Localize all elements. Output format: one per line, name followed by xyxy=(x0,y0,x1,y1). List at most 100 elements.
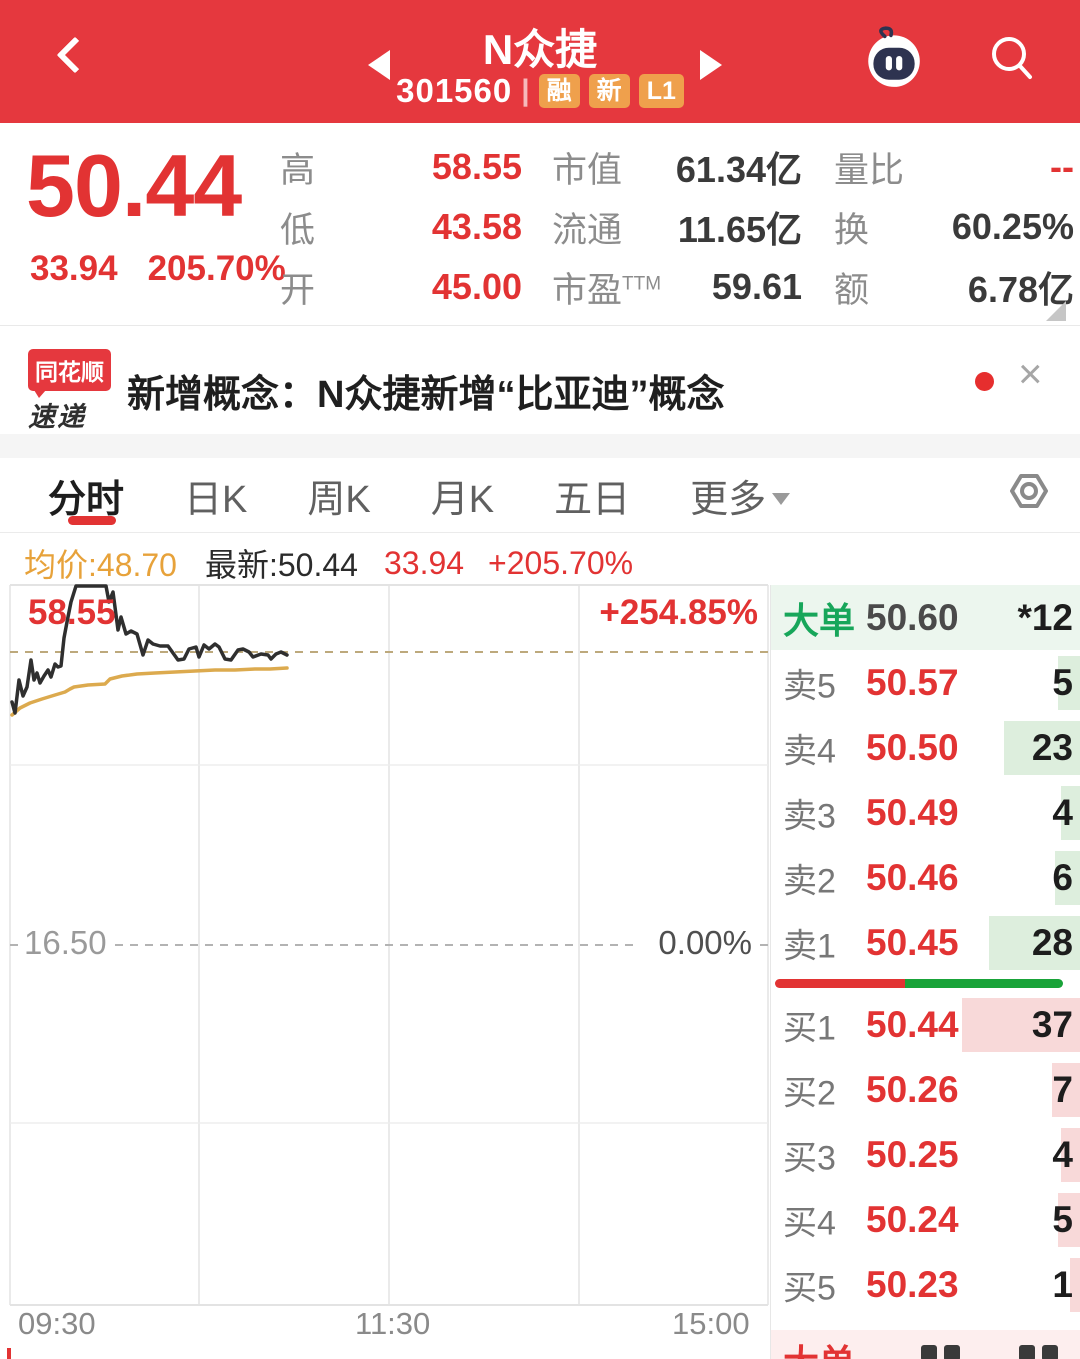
open-label: 开 xyxy=(280,270,316,310)
bid-row-3[interactable]: 买3 50.25 4 xyxy=(771,1122,1080,1187)
latest-price-text: 最新:50.44 xyxy=(204,547,358,583)
time-midday: 11:30 xyxy=(355,1306,431,1341)
partial-digit xyxy=(921,1345,937,1359)
tab-more[interactable]: 更多 xyxy=(690,468,791,523)
intraday-chart[interactable]: 58.55 +254.85% 16.50 0.00% xyxy=(0,580,770,1310)
high-label: 高 xyxy=(280,150,316,190)
bid2-label: 买2 xyxy=(783,1074,836,1112)
chart-high-percent: +254.85% xyxy=(599,593,758,632)
big-order-qty: *12 xyxy=(1017,596,1073,638)
tab-monthly-k[interactable]: 月K xyxy=(430,479,495,521)
low-value: 43.58 xyxy=(431,206,522,247)
tab-daily-k[interactable]: 日K xyxy=(184,479,248,521)
high-value: 58.55 xyxy=(431,146,522,187)
ask2-qty: 6 xyxy=(1052,856,1073,898)
bid5-volume-bar xyxy=(1070,1257,1080,1312)
bid3-price: 50.25 xyxy=(866,1133,959,1175)
ask5-price: 50.57 xyxy=(866,661,959,703)
low-label: 低 xyxy=(280,210,316,250)
partial-digit xyxy=(1019,1345,1035,1359)
ask1-label: 卖1 xyxy=(783,927,836,965)
badge-margin: 融 xyxy=(538,74,580,108)
stock-title: N众捷 xyxy=(482,26,598,73)
divider: | xyxy=(521,74,530,107)
chart-tab-bar: 分时 日K 周K 月K 五日 更多 xyxy=(0,458,1080,533)
bid3-volume-bar xyxy=(1061,1127,1080,1182)
bid-row-4[interactable]: 买4 50.24 5 xyxy=(771,1187,1080,1252)
prev-stock-icon[interactable] xyxy=(368,50,390,80)
big-order-bottom-row[interactable]: 大单 xyxy=(771,1330,1080,1359)
bid3-qty: 4 xyxy=(1052,1133,1073,1175)
stats-col-2: 市值 61.34亿 流通 11.65亿 市盈TTM 59.61 xyxy=(552,137,802,317)
next-stock-icon[interactable] xyxy=(700,50,722,80)
price-change: 33.94 205.70% xyxy=(30,249,316,289)
amount-label: 额 xyxy=(834,270,870,310)
assistant-robot-icon[interactable] xyxy=(860,24,926,90)
price-series xyxy=(10,584,289,715)
price-info-strip: 均价:48.70 最新:50.44 33.94 +205.70% xyxy=(24,540,633,586)
bid-row-5[interactable]: 买5 50.23 1 xyxy=(771,1252,1080,1317)
search-icon[interactable] xyxy=(984,30,1040,86)
volratio-label: 量比 xyxy=(834,150,905,190)
chevron-down-icon xyxy=(772,492,791,505)
stats-col-3: 量比 -- 换 60.25% 额 6.78亿 xyxy=(834,137,1074,317)
bid2-volume-bar xyxy=(1052,1062,1080,1117)
close-icon[interactable]: × xyxy=(1018,350,1043,397)
ask-row-3[interactable]: 卖3 50.49 4 xyxy=(771,780,1080,845)
ask-row-4[interactable]: 卖4 50.50 23 xyxy=(771,715,1080,780)
pe-label: 市盈TTM xyxy=(552,270,662,310)
volratio-value: -- xyxy=(1050,146,1074,187)
badge-new: 新 xyxy=(588,74,630,108)
time-close: 15:00 xyxy=(672,1306,750,1341)
tab-weekly-k[interactable]: 周K xyxy=(307,479,371,521)
ask-row-1[interactable]: 卖1 50.45 28 xyxy=(771,910,1080,975)
ask-row-5[interactable]: 卖5 50.57 5 xyxy=(771,650,1080,715)
unread-dot xyxy=(975,372,994,391)
ask2-label: 卖2 xyxy=(783,862,836,900)
bid5-price: 50.23 xyxy=(866,1263,959,1305)
chart-baseline-price: 16.50 xyxy=(20,924,111,962)
bid5-label: 买5 xyxy=(783,1269,836,1307)
time-axis: 09:30 11:30 15:00 xyxy=(0,1306,770,1350)
avg-price-text: 均价:48.70 xyxy=(24,547,177,583)
active-tab-indicator xyxy=(68,516,116,525)
news-banner[interactable]: 同花顺 速递 新增概念：N众捷新增“比亚迪”概念 × xyxy=(0,327,1080,434)
last-price: 50.44 xyxy=(26,136,242,235)
ask5-qty: 5 xyxy=(1052,661,1073,703)
ask4-label: 卖4 xyxy=(783,732,836,770)
stats-col-1: 高 58.55 低 43.58 开 45.00 xyxy=(280,137,522,317)
bid1-label: 买1 xyxy=(783,1009,836,1047)
big-order-bottom-label: 大单 xyxy=(783,1334,855,1359)
bid1-volume-bar xyxy=(962,997,1080,1052)
bid4-qty: 5 xyxy=(1052,1198,1073,1240)
section-divider xyxy=(0,434,1080,458)
ask4-qty: 23 xyxy=(1031,726,1073,768)
avg-price-series xyxy=(10,666,289,717)
float-label: 流通 xyxy=(552,210,623,250)
tab-five-day[interactable]: 五日 xyxy=(554,479,631,521)
chart-settings-icon[interactable] xyxy=(1006,468,1052,514)
bid4-price: 50.24 xyxy=(866,1198,959,1240)
bid-row-2[interactable]: 买2 50.26 7 xyxy=(771,1057,1080,1122)
bid4-volume-bar xyxy=(1058,1192,1080,1247)
bid2-qty: 7 xyxy=(1052,1068,1073,1110)
strip-change: 33.94 xyxy=(383,544,465,581)
turnover-value: 60.25% xyxy=(951,206,1074,247)
bid-row-1[interactable]: 买1 50.44 37 xyxy=(771,992,1080,1057)
tab-intraday[interactable]: 分时 xyxy=(48,479,125,521)
ask3-qty: 4 xyxy=(1052,791,1073,833)
news-headline[interactable]: 新增概念：N众捷新增“比亚迪”概念 xyxy=(127,374,725,416)
partial-digit xyxy=(1042,1345,1058,1359)
ask-row-2[interactable]: 卖2 50.46 6 xyxy=(771,845,1080,910)
chart-high-label: 58.55 xyxy=(28,593,116,632)
big-order-label: 大单 xyxy=(783,599,856,641)
volume-bar-partial xyxy=(7,1348,11,1359)
partial-digit xyxy=(944,1345,960,1359)
big-order-row[interactable]: 大单 50.60 *12 xyxy=(771,585,1080,650)
float-value: 11.65亿 xyxy=(677,209,802,250)
expand-stats-icon[interactable] xyxy=(1046,301,1066,321)
ths-logo-sub: 速递 xyxy=(28,402,86,432)
ask5-volume-bar xyxy=(1058,655,1080,710)
ask1-price: 50.45 xyxy=(866,921,959,963)
